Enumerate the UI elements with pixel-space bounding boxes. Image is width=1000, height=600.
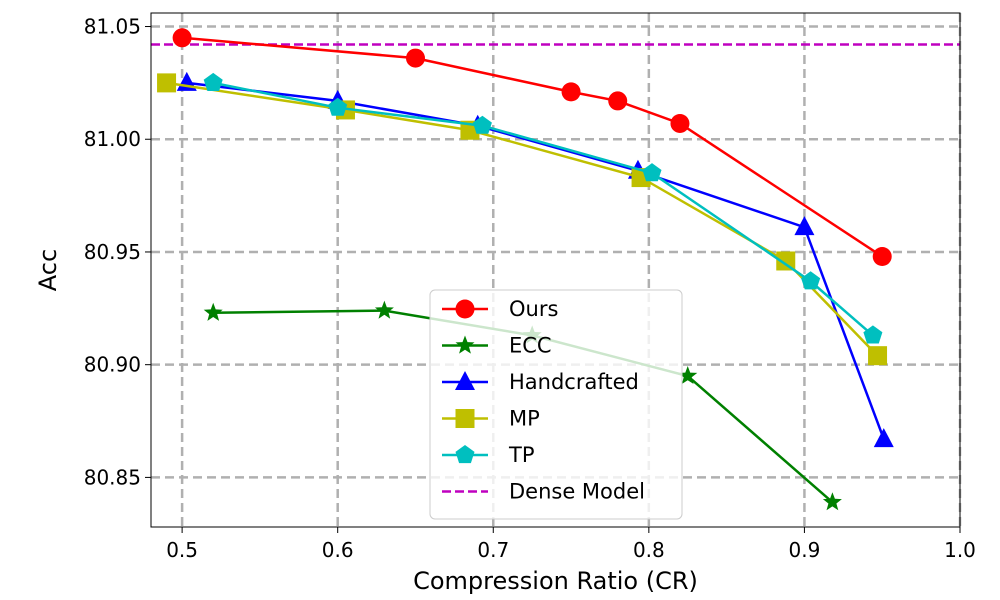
data-point-tp bbox=[801, 271, 821, 290]
y-tick-label: 80.90 bbox=[84, 353, 141, 377]
data-point-ecc bbox=[203, 302, 223, 321]
y-tick-label: 81.00 bbox=[84, 127, 141, 151]
data-point-mp bbox=[868, 346, 888, 366]
data-point-ecc bbox=[678, 366, 698, 384]
data-point-mp bbox=[776, 251, 796, 271]
legend-item-handcrafted: Handcrafted bbox=[442, 370, 639, 394]
legend: Ours ECC Handcrafted MP TP Dense Model bbox=[429, 289, 683, 520]
x-tick-label: 1.0 bbox=[944, 538, 976, 562]
legend-marker-tp bbox=[455, 445, 475, 464]
legend-label-ours: Ours bbox=[509, 297, 558, 321]
data-point-ours bbox=[405, 48, 425, 68]
data-point-ours bbox=[172, 28, 192, 48]
x-axis-title: Compression Ratio (CR) bbox=[413, 567, 698, 595]
data-point-handcrafted bbox=[794, 216, 815, 236]
series-line-mp bbox=[166, 81, 879, 357]
axis-ticks: 0.5 0.6 0.7 0.8 0.9 1.0 80.85 80.90 80.95 81.00 81… bbox=[84, 15, 976, 562]
y-axis-title: Acc bbox=[34, 249, 62, 291]
data-point-ours bbox=[608, 91, 628, 111]
legend-label-ecc: ECC bbox=[509, 334, 552, 358]
legend-marker-ecc bbox=[455, 335, 475, 354]
x-tick-label: 0.5 bbox=[166, 538, 198, 562]
data-point-tp bbox=[642, 163, 662, 182]
legend-marker-ours bbox=[455, 299, 475, 319]
data-point-tp bbox=[328, 97, 348, 116]
legend-item-tp: TP bbox=[442, 443, 535, 467]
series-line-tp bbox=[212, 81, 874, 337]
y-tick-label: 81.05 bbox=[84, 15, 141, 39]
data-point-ecc bbox=[822, 492, 842, 511]
series-line-handcrafted bbox=[186, 81, 885, 440]
x-tick-label: 0.6 bbox=[322, 538, 354, 562]
x-tick-label: 0.7 bbox=[477, 538, 509, 562]
data-point-mp bbox=[157, 73, 177, 93]
data-point-handcrafted bbox=[873, 428, 894, 448]
x-tick-label: 0.8 bbox=[633, 538, 665, 562]
y-tick-label: 80.85 bbox=[84, 465, 141, 489]
data-point-ours bbox=[561, 82, 581, 102]
plot-frame bbox=[150, 12, 961, 528]
legend-label-dense-model: Dense Model bbox=[509, 480, 645, 504]
series-line-ours bbox=[181, 36, 883, 258]
legend-item-dense-model: Dense Model bbox=[442, 480, 645, 504]
series-ours bbox=[172, 28, 892, 266]
data-point-ours bbox=[670, 113, 690, 133]
legend-label-mp: MP bbox=[509, 407, 540, 431]
legend-item-mp: MP bbox=[442, 407, 540, 431]
series-tp bbox=[203, 72, 883, 344]
y-tick-label: 80.95 bbox=[84, 240, 141, 264]
data-point-ecc bbox=[374, 300, 394, 319]
data-point-tp bbox=[863, 325, 883, 344]
legend-item-ecc: ECC bbox=[442, 334, 552, 358]
legend-label-tp: TP bbox=[508, 443, 535, 467]
data-point-tp bbox=[203, 72, 223, 91]
legend-item-ours: Ours bbox=[442, 297, 558, 321]
legend-box bbox=[429, 289, 683, 520]
x-tick-label: 0.9 bbox=[789, 538, 821, 562]
legend-label-handcrafted: Handcrafted bbox=[509, 370, 639, 394]
legend-marker-mp bbox=[455, 409, 475, 428]
legend-marker-handcrafted bbox=[455, 371, 475, 390]
data-point-tp bbox=[472, 115, 492, 134]
data-point-ours bbox=[872, 246, 892, 266]
